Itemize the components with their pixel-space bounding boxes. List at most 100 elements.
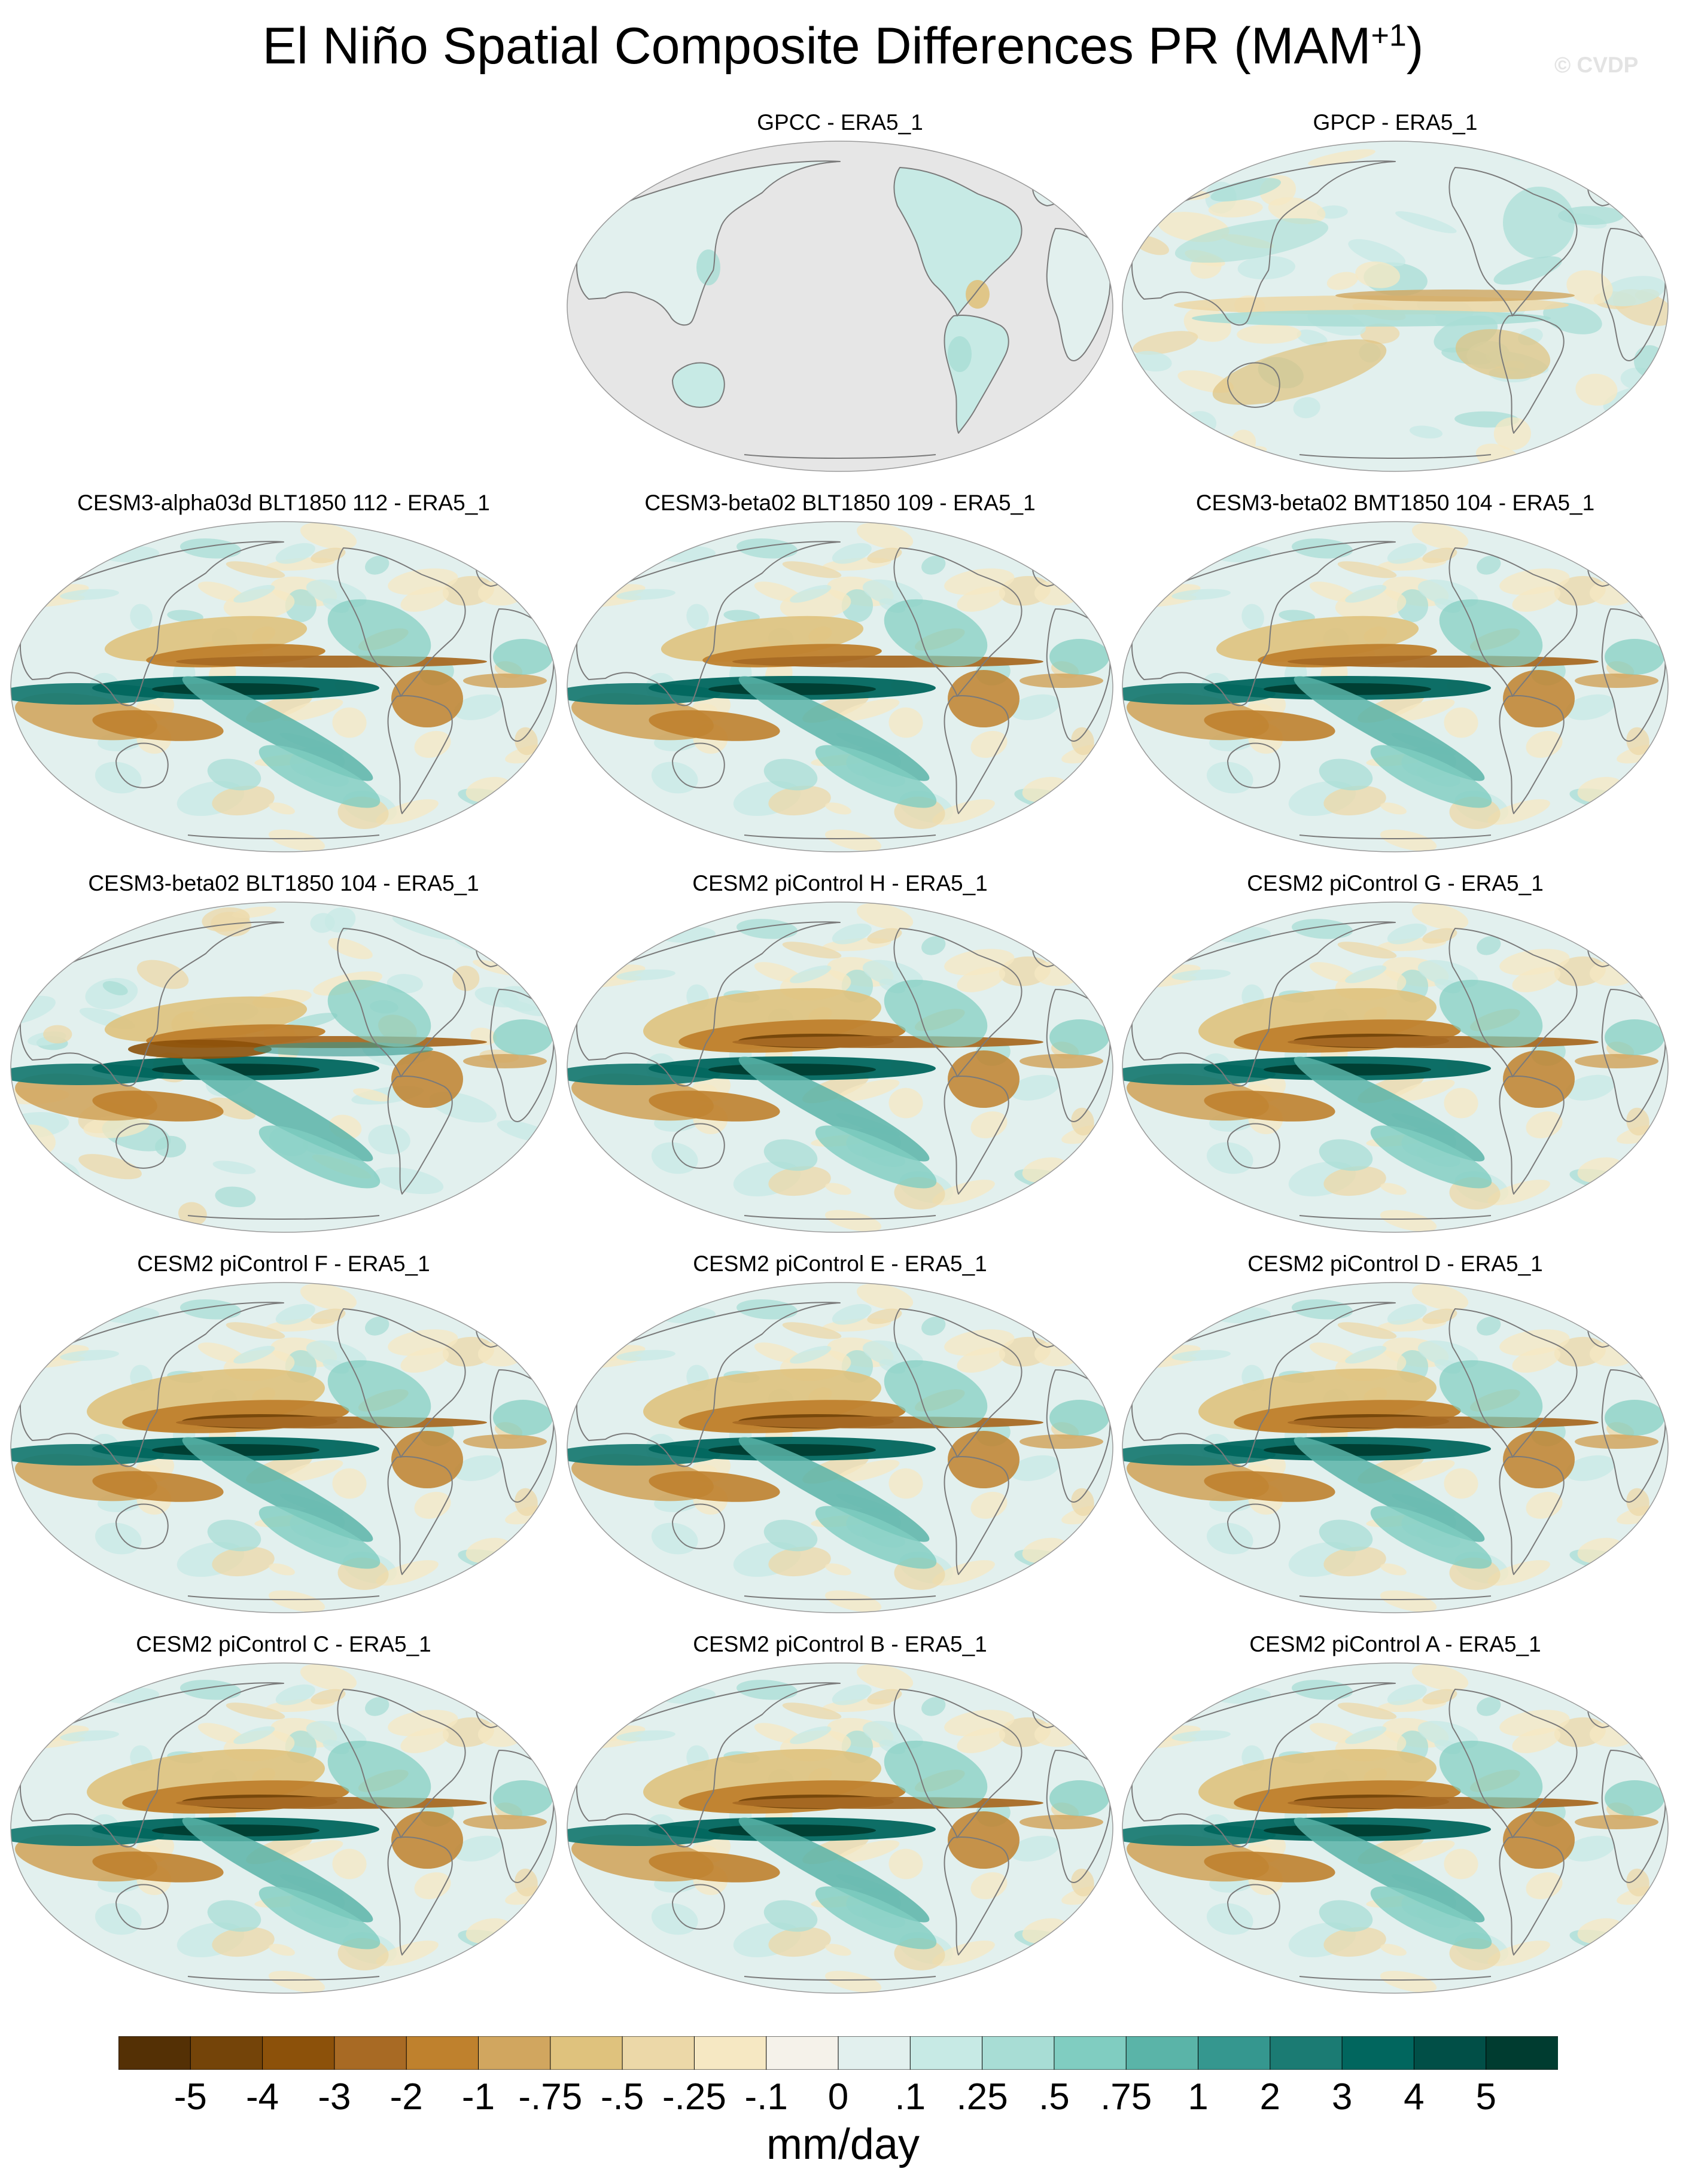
colorbar-tick-label: -4 <box>246 2076 279 2118</box>
coastline-asia <box>20 541 284 706</box>
coastline-antarctica <box>744 834 936 839</box>
coastline-australia <box>1227 742 1280 788</box>
colorbar-tick-label: 0 <box>827 2076 849 2118</box>
coastline-namerica <box>337 1689 466 1838</box>
map-projection <box>1122 901 1669 1233</box>
coastline-asia <box>576 921 841 1087</box>
coastline-samerica <box>944 695 1009 814</box>
map-projection <box>567 901 1113 1233</box>
map-panel: CESM3-beta02 BMT1850 104 - ERA5_1 <box>1120 489 1670 860</box>
coastline-namerica <box>1448 1308 1578 1458</box>
colorbar-swatch <box>1198 2036 1271 2070</box>
panel-title: CESM2 piControl E - ERA5_1 <box>693 1251 987 1276</box>
coastline-samerica <box>387 695 453 814</box>
coastline-asia <box>1131 921 1396 1087</box>
map-panel: CESM2 piControl B - ERA5_1 <box>565 1631 1115 2002</box>
colorbar-swatch <box>982 2036 1055 2070</box>
colorbar-tick-label: 2 <box>1259 2076 1281 2118</box>
colorbar-tick-label: -1 <box>461 2076 495 2118</box>
map-panel: CESM2 piControl F - ERA5_1 <box>8 1250 559 1621</box>
coastline-australia <box>672 362 725 408</box>
coastline-antarctica <box>187 1595 380 1600</box>
coastline-antarctica <box>187 1976 380 1981</box>
coastline-antarctica <box>1299 1215 1492 1220</box>
coastline-namerica <box>893 1689 1022 1838</box>
panel-title: CESM2 piControl D - ERA5_1 <box>1247 1251 1543 1276</box>
title-superscript: +1 <box>1371 18 1407 53</box>
colorbar-tick-label: -.25 <box>662 2076 726 2118</box>
coastline-antarctica <box>1299 1595 1492 1600</box>
colorbar-tick-label: -.75 <box>518 2076 583 2118</box>
coastline-antarctica <box>1299 1976 1492 1981</box>
coastline-antarctica <box>1299 454 1492 459</box>
coastline-namerica <box>1448 167 1578 316</box>
colorbar-tick-label: 5 <box>1475 2076 1496 2118</box>
coastline-namerica <box>1448 547 1578 697</box>
map-projection <box>1122 1282 1669 1613</box>
map-projection <box>10 1662 557 1994</box>
coastline-namerica <box>337 928 466 1077</box>
coastline-asia <box>1131 541 1396 706</box>
coastline-australia <box>672 1503 725 1549</box>
coastline-samerica <box>1499 314 1565 434</box>
colorbar-swatch <box>909 2036 983 2070</box>
colorbar-swatch <box>262 2036 335 2070</box>
colorbar-swatch <box>406 2036 479 2070</box>
coastline-asia <box>576 160 841 326</box>
coastline-samerica <box>944 1455 1009 1575</box>
coastline-australia <box>672 1123 725 1169</box>
coastline-samerica <box>944 1075 1009 1195</box>
colorbar-tick-label: .25 <box>956 2076 1008 2118</box>
colorbar-tick-label: 3 <box>1331 2076 1353 2118</box>
coastline-asia <box>1131 1682 1396 1848</box>
coastline-asia <box>576 541 841 706</box>
colorbar-swatch <box>190 2036 263 2070</box>
panel-title: CESM2 piControl H - ERA5_1 <box>692 871 988 895</box>
coastline-namerica <box>893 1308 1022 1458</box>
colorbar-tick-label: -.5 <box>600 2076 644 2118</box>
panel-title: GPCC - ERA5_1 <box>757 110 923 135</box>
coastline-australia <box>672 1884 725 1930</box>
colorbar <box>118 2036 1558 2070</box>
colorbar-tick-label: .75 <box>1100 2076 1152 2118</box>
coastline-australia <box>1227 1503 1280 1549</box>
map-panel: CESM2 piControl D - ERA5_1 <box>1120 1250 1670 1621</box>
map-projection <box>567 141 1113 472</box>
coastline-australia <box>1227 1123 1280 1169</box>
map-projection <box>1122 521 1669 852</box>
coastline-antarctica <box>744 1595 936 1600</box>
map-panel: CESM3-beta02 BLT1850 109 - ERA5_1 <box>565 489 1115 860</box>
title-text: El Niño Spatial Composite Differences PR… <box>262 17 1371 75</box>
coastline-samerica <box>1499 1455 1565 1575</box>
colorbar-swatch <box>1054 2036 1127 2070</box>
colorbar-tick-label: .1 <box>894 2076 926 2118</box>
coastline-antarctica <box>187 1215 380 1220</box>
colorbar-swatch <box>693 2036 767 2070</box>
colorbar-swatch <box>118 2036 191 2070</box>
panel-title: CESM2 piControl C - ERA5_1 <box>136 1632 431 1656</box>
coastline-namerica <box>337 1308 466 1458</box>
panel-title: CESM2 piControl G - ERA5_1 <box>1247 871 1544 895</box>
panel-title: CESM2 piControl B - ERA5_1 <box>693 1632 987 1656</box>
coastline-samerica <box>1499 1075 1565 1195</box>
map-projection <box>567 521 1113 852</box>
coastline-namerica <box>893 928 1022 1077</box>
coastline-australia <box>115 1503 169 1549</box>
figure-title: El Niño Spatial Composite Differences PR… <box>0 13 1686 79</box>
map-panel: GPCP - ERA5_1 <box>1120 109 1670 480</box>
coastline-samerica <box>944 1836 1009 1955</box>
map-projection <box>10 1282 557 1613</box>
colorbar-tick-label: -.1 <box>744 2076 788 2118</box>
coastline-australia <box>1227 362 1280 408</box>
colorbar-swatch <box>1486 2036 1558 2070</box>
colorbar-tick-label: -5 <box>174 2076 207 2118</box>
coastline-asia <box>20 1682 284 1848</box>
coastline-asia <box>1131 1302 1396 1467</box>
colorbar-swatch <box>766 2036 839 2070</box>
colorbar-swatch <box>1270 2036 1343 2070</box>
map-projection <box>1122 141 1669 472</box>
colorbar-swatch <box>550 2036 623 2070</box>
coastline-antarctica <box>744 454 936 459</box>
coastline-antarctica <box>744 1215 936 1220</box>
coastline-samerica <box>1499 1836 1565 1955</box>
